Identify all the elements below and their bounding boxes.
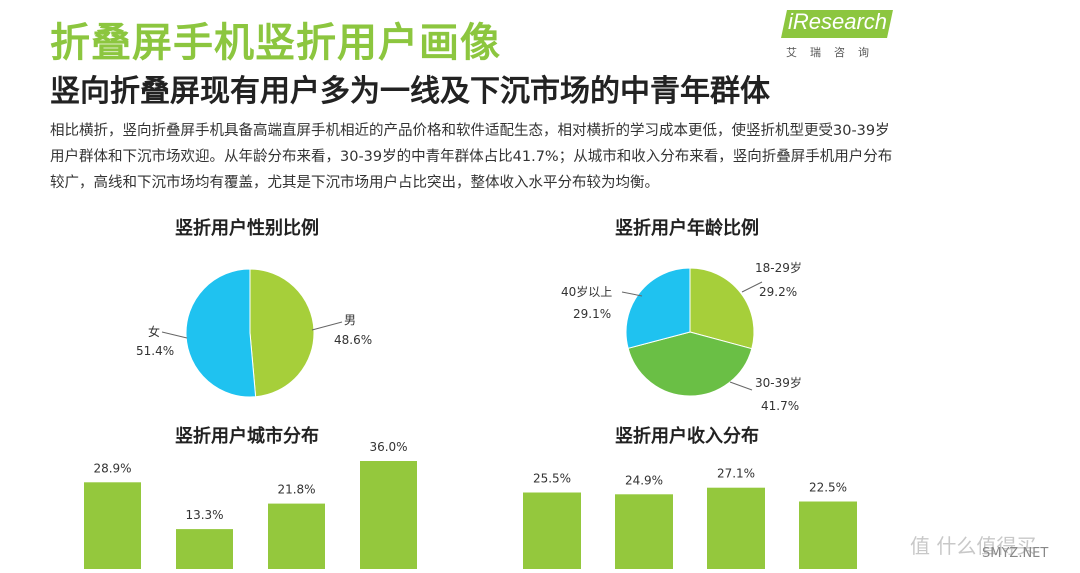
pie-value-label: 41.7% xyxy=(761,399,799,413)
pie-slice xyxy=(627,331,753,397)
page-title: 折叠屏手机竖折用户画像 xyxy=(50,20,501,66)
logo-cn: 艾瑞咨询 xyxy=(786,46,882,59)
page-subtitle: 竖向折叠屏现有用户多为一线及下沉市场的中青年群体 xyxy=(50,74,770,109)
bar-value-label: 25.5% xyxy=(533,472,571,486)
watermark-text: 值 什么值得买 xyxy=(910,534,1037,558)
pie-slice xyxy=(249,268,315,398)
gender-chart-title: 竖折用户性别比例 xyxy=(175,218,319,239)
bar xyxy=(799,501,857,569)
pie-label: 30-39岁 xyxy=(755,375,802,390)
logo-brand: iResearch xyxy=(788,9,888,34)
bar xyxy=(615,494,673,569)
bar xyxy=(360,461,417,569)
bar xyxy=(707,487,765,569)
pie-label: 18-29岁 xyxy=(755,260,802,275)
bar-value-label: 13.3% xyxy=(185,508,223,522)
age-chart-title: 竖折用户年龄比例 xyxy=(615,218,759,239)
pie-value-label: 51.4% xyxy=(136,344,174,358)
bar-value-label: 28.9% xyxy=(93,461,131,475)
bar xyxy=(176,529,233,569)
bar-value-label: 21.8% xyxy=(277,483,315,497)
bar-value-label: 27.1% xyxy=(717,467,755,481)
iresearch-logo: iResearch 艾瑞咨询 xyxy=(780,6,893,62)
bar-value-label: 22.5% xyxy=(809,481,847,495)
city-chart-title: 竖折用户城市分布 xyxy=(175,426,319,447)
pie-label: 男 xyxy=(344,313,356,327)
bar-value-label: 24.9% xyxy=(625,473,663,487)
pie-slice xyxy=(185,268,257,398)
pie-slice xyxy=(625,267,691,349)
summary-paragraph: 相比横折，竖向折叠屏手机具备高端直屏手机相近的产品价格和软件适配生态，相对横折的… xyxy=(50,123,893,191)
watermark-site: SMYZ.NET xyxy=(982,546,1049,561)
leader-line xyxy=(161,331,188,339)
pie-label: 40岁以上 xyxy=(561,284,612,299)
bar xyxy=(523,492,581,569)
income-chart-title: 竖折用户收入分布 xyxy=(615,426,759,447)
bar xyxy=(84,482,141,569)
pie-slice xyxy=(689,267,755,350)
leader-line xyxy=(621,291,643,297)
leader-line xyxy=(729,381,753,391)
pie-label: 女 xyxy=(148,324,160,339)
bar-value-label: 36.0% xyxy=(369,440,407,454)
leader-line xyxy=(311,321,343,331)
leader-line xyxy=(741,281,763,293)
pie-value-label: 29.2% xyxy=(759,285,797,299)
bar xyxy=(268,503,325,569)
pie-value-label: 48.6% xyxy=(334,333,372,347)
pie-value-label: 29.1% xyxy=(573,307,611,321)
